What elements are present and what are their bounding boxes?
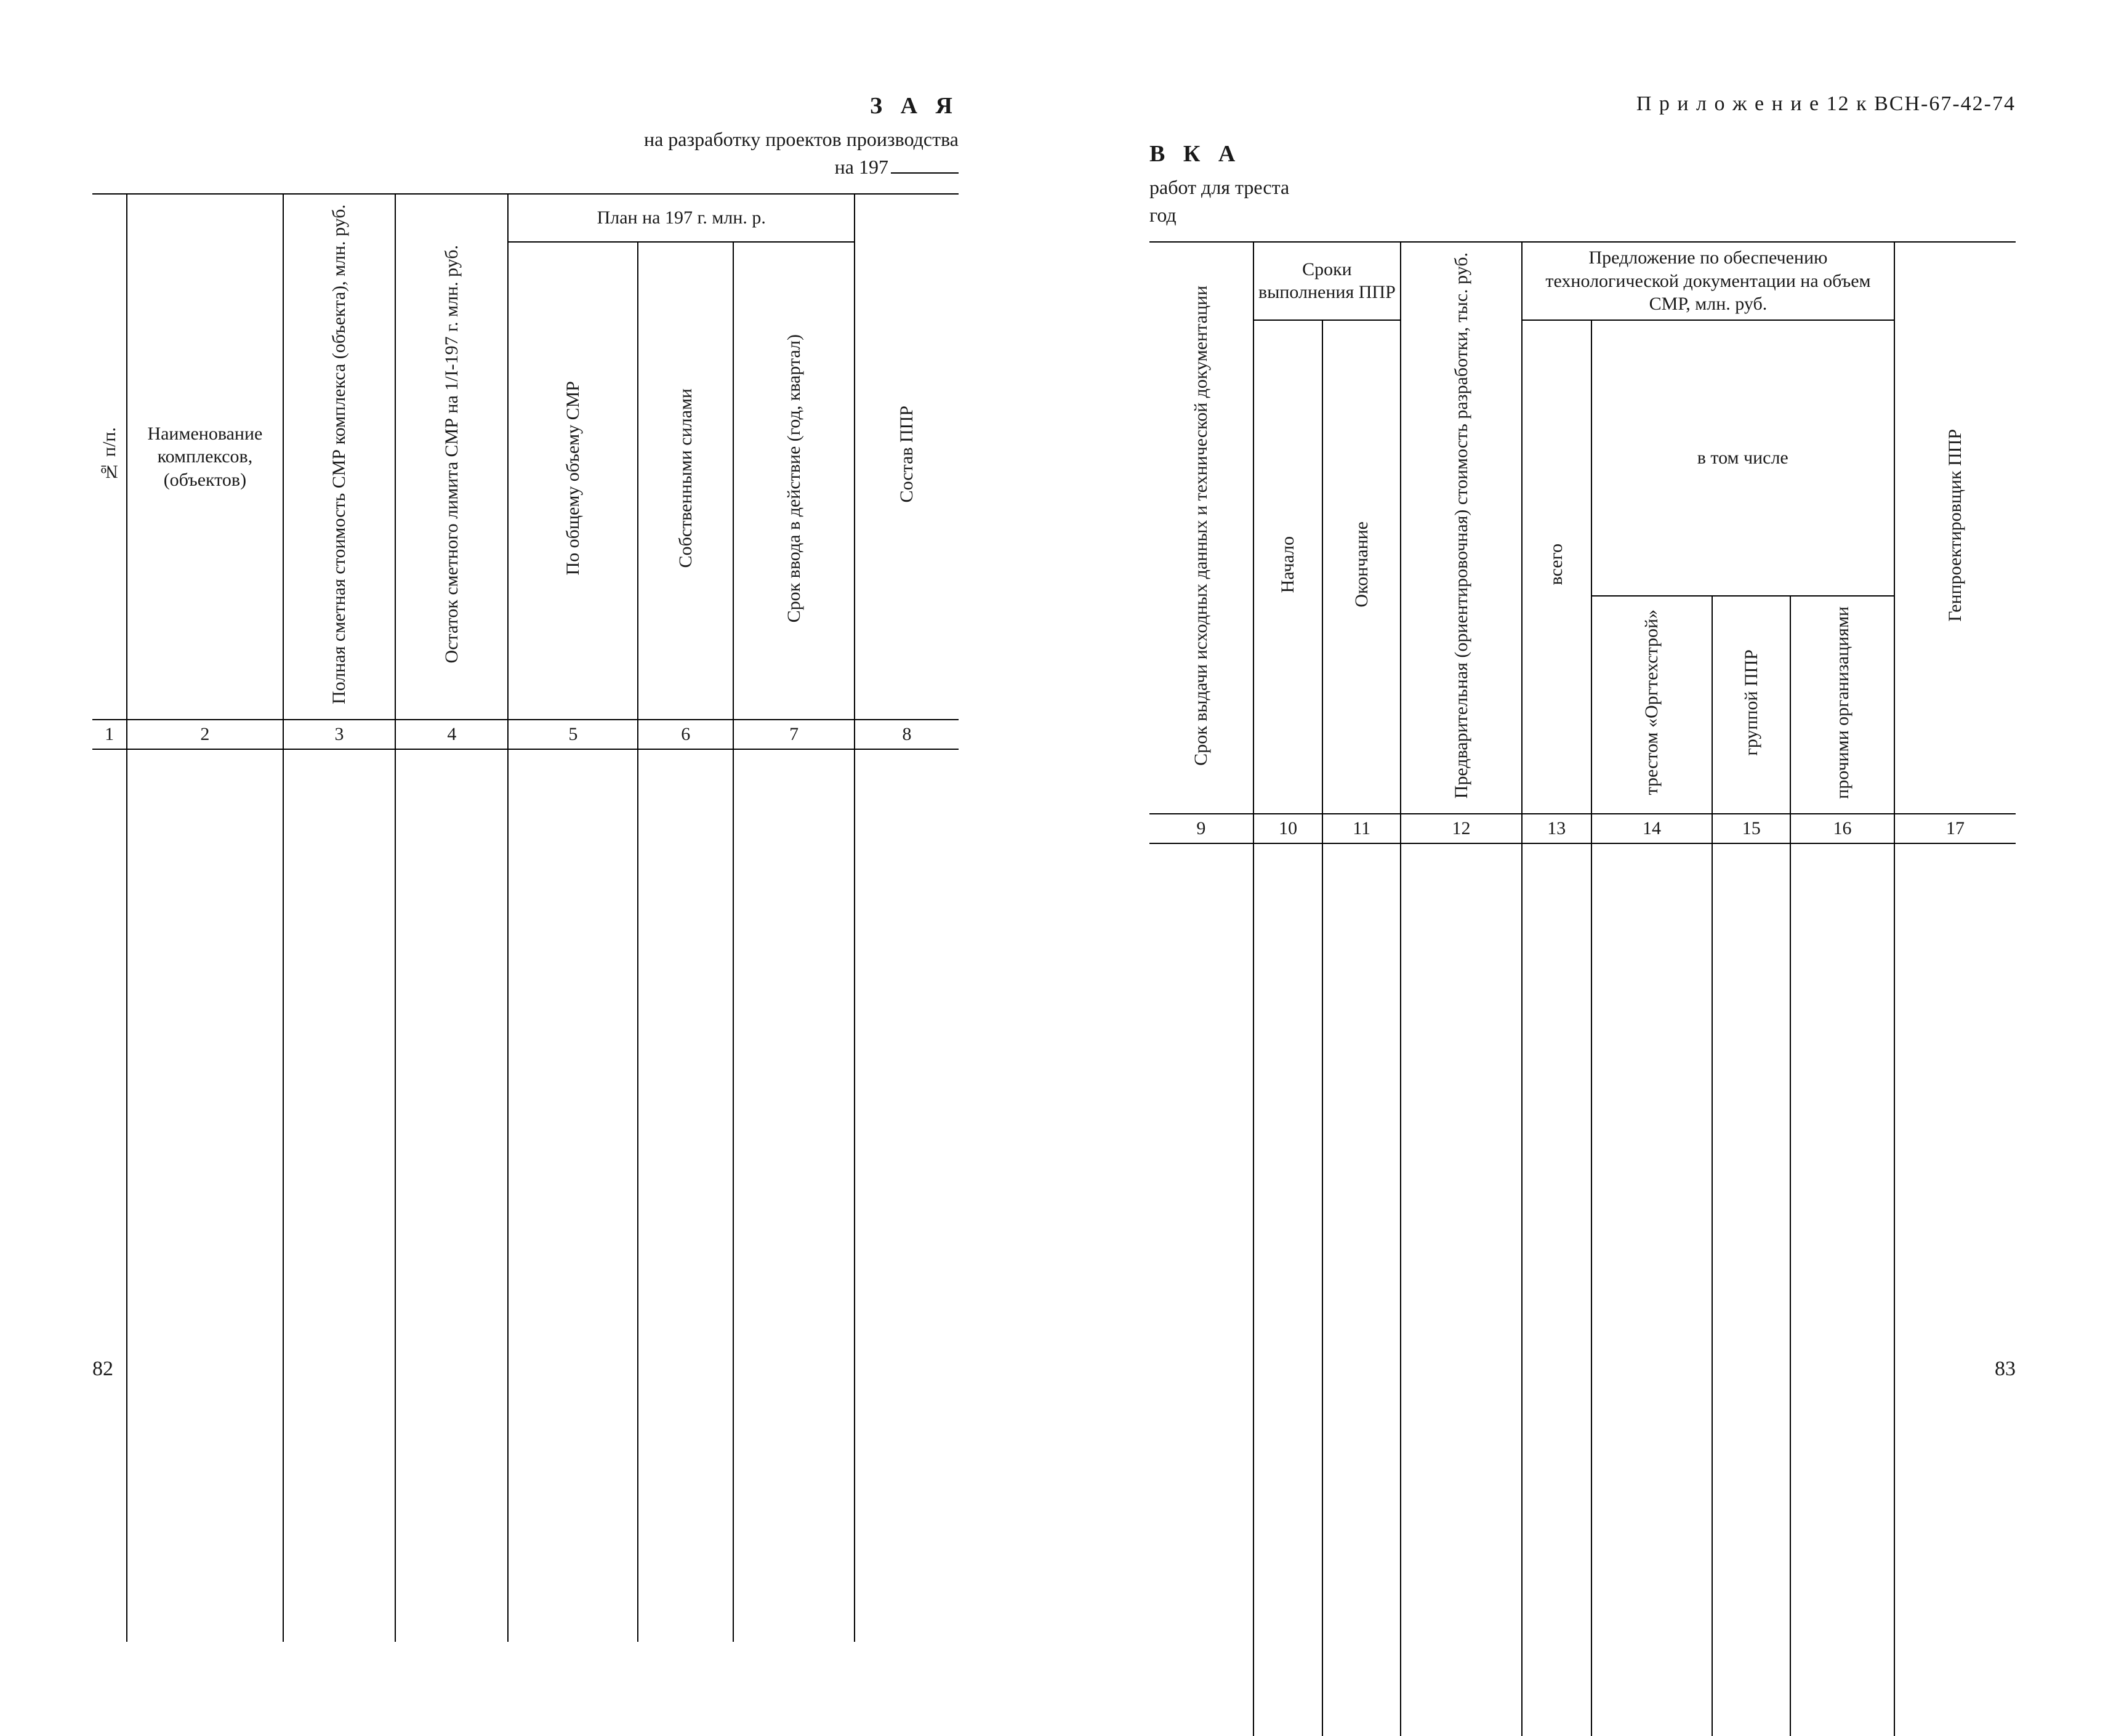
group-plan-header: План на 197 г. млн. р. [508, 194, 855, 242]
col-number-8: 8 [855, 720, 959, 749]
col-header-6: Собственными силами [638, 242, 733, 720]
group-including-header: в том числе [1591, 320, 1894, 596]
body-cell-7 [733, 749, 855, 1642]
col-header-2: Наименование комплексов, (объектов) [127, 194, 283, 720]
body-cell-16 [1790, 843, 1894, 1736]
col-header-9: Срок выдачи исходных данных и техническо… [1149, 242, 1253, 814]
col-number-7: 7 [733, 720, 855, 749]
col-header-14: трестом «Оргтех­строй» [1591, 596, 1713, 814]
title-block-right: В К А работ для треста год [1149, 140, 2016, 227]
col-number-13: 13 [1522, 814, 1591, 843]
col-number-16: 16 [1790, 814, 1894, 843]
appendix-label: П р и л о ж е н и е 12 к ВСН-67-42-74 [1149, 92, 2016, 116]
col-number-1: 1 [92, 720, 127, 749]
body-cell-5 [508, 749, 638, 1642]
col-header-4: Остаток сметного лимита СМР на 1/I-197 г… [395, 194, 508, 720]
col-header-8: Состав ППР [855, 194, 959, 720]
title-right-year: год [1149, 204, 1177, 227]
col-header-11: Окончание [1322, 320, 1401, 814]
col-number-11: 11 [1322, 814, 1401, 843]
col-number-6: 6 [638, 720, 733, 749]
left-table: № п/п.Наименование комплексов, (объектов… [92, 193, 959, 1642]
col-number-10: 10 [1253, 814, 1323, 843]
body-cell-2 [127, 749, 283, 1642]
page-number-right: 83 [1995, 1357, 2016, 1381]
left-page: З А Я на разработку проектов производств… [92, 92, 959, 1405]
title-right-big: В К А [1149, 140, 1241, 167]
page-spread: З А Я на разработку проектов производств… [0, 0, 2108, 1455]
col-number-2: 2 [127, 720, 283, 749]
col-number-12: 12 [1401, 814, 1522, 843]
title-left-year-prefix: на 197 [835, 156, 888, 178]
body-cell-8 [855, 749, 959, 1642]
col-header-5: По общему объему СМР [508, 242, 638, 720]
col-header-10: Начало [1253, 320, 1323, 814]
title-left-big: З А Я [870, 92, 959, 119]
col-header-13: всего [1522, 320, 1591, 814]
group-deadlines-header: Сроки выполнения ППР [1253, 242, 1401, 320]
right-page: П р и л о ж е н и е 12 к ВСН-67-42-74 В … [1149, 92, 2016, 1405]
title-left-sub: на разработку проектов производства [644, 128, 959, 151]
right-table: Срок выдачи исходных данных и техническо… [1149, 241, 2016, 1736]
title-left-year: на 197 [835, 156, 959, 179]
body-cell-3 [283, 749, 396, 1642]
body-cell-9 [1149, 843, 1253, 1736]
col-header-15: группой ППР [1712, 596, 1790, 814]
body-cell-4 [395, 749, 508, 1642]
title-block-left: З А Я на разработку проектов производств… [92, 92, 959, 179]
body-cell-12 [1401, 843, 1522, 1736]
body-cell-17 [1894, 843, 2016, 1736]
col-number-15: 15 [1712, 814, 1790, 843]
col-number-4: 4 [395, 720, 508, 749]
title-right-sub: работ для треста [1149, 176, 1289, 199]
page-number-left: 82 [92, 1357, 113, 1381]
col-number-3: 3 [283, 720, 396, 749]
col-header-12: Предварительная (ориентировочная) стоимо… [1401, 242, 1522, 814]
col-number-17: 17 [1894, 814, 2016, 843]
body-cell-15 [1712, 843, 1790, 1736]
body-cell-14 [1591, 843, 1713, 1736]
col-number-5: 5 [508, 720, 638, 749]
col-number-9: 9 [1149, 814, 1253, 843]
body-cell-11 [1322, 843, 1401, 1736]
col-header-1: № п/п. [92, 194, 127, 720]
body-cell-10 [1253, 843, 1323, 1736]
body-cell-6 [638, 749, 733, 1642]
body-cell-13 [1522, 843, 1591, 1736]
year-blank-left [891, 172, 959, 174]
body-cell-1 [92, 749, 127, 1642]
group-proposal-header: Предложение по обеспечению технологическ… [1522, 242, 1894, 320]
col-header-7: Срок ввода в действие (год, квартал) [733, 242, 855, 720]
col-number-14: 14 [1591, 814, 1713, 843]
col-header-16: прочими органи­зациями [1790, 596, 1894, 814]
col-header-3: Полная сметная стоимость СМР комплекса (… [283, 194, 396, 720]
col-header-17: Генпроектировщик ППР [1894, 242, 2016, 814]
